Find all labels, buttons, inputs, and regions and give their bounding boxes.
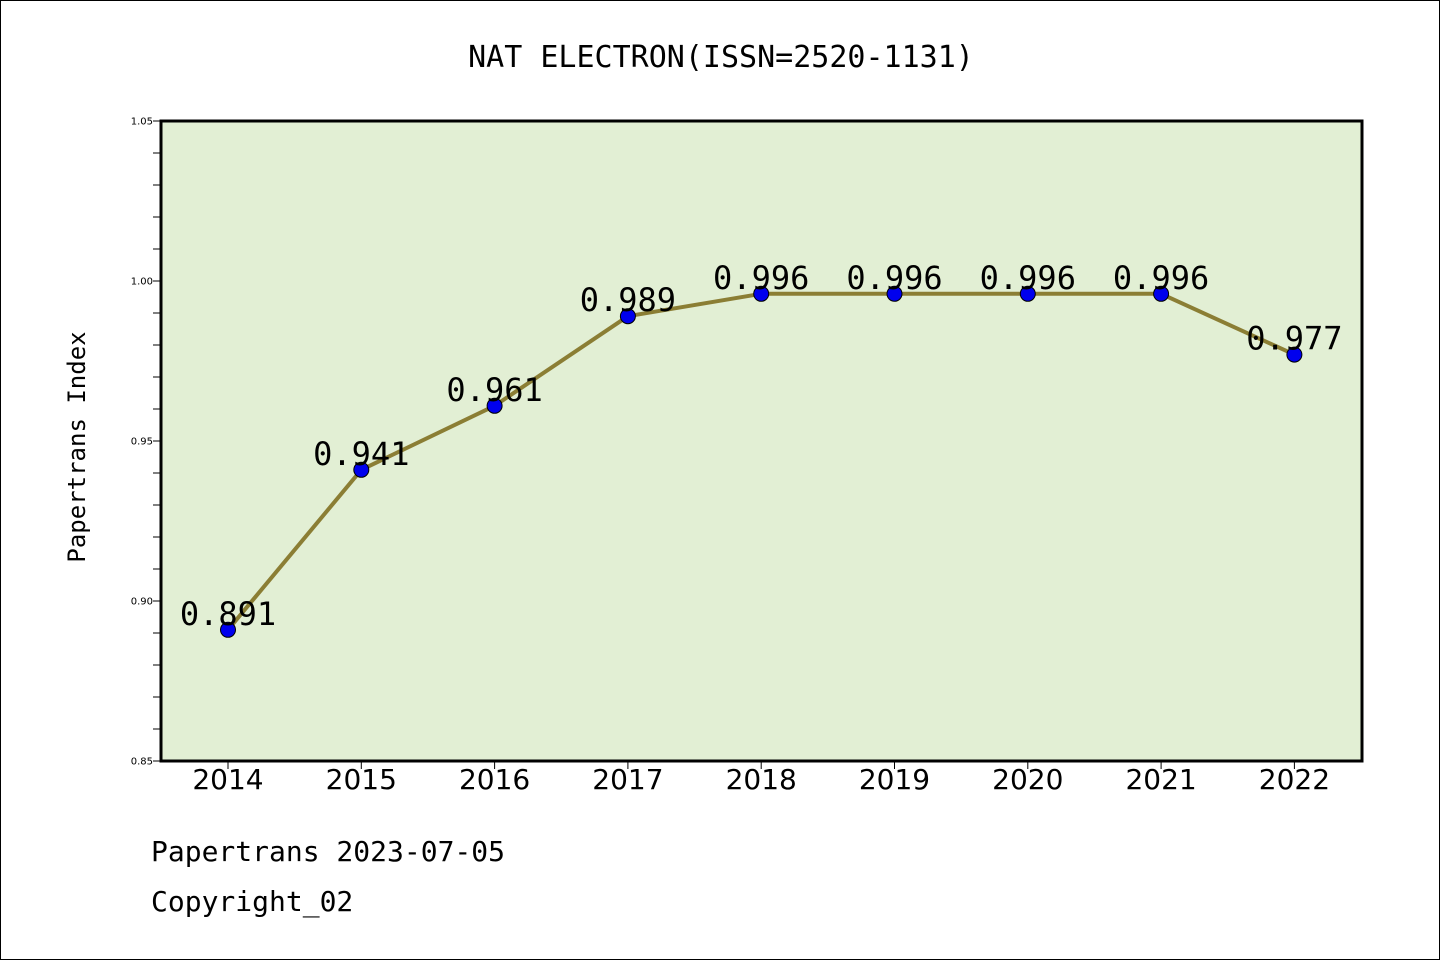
- x-tick-label: 2015: [326, 763, 397, 796]
- data-point: [486, 397, 503, 414]
- y-tick-label: 0.85: [131, 757, 153, 768]
- x-tick-label: 2019: [859, 763, 930, 796]
- data-label: 0.996: [1113, 259, 1209, 297]
- series-markers: [220, 285, 1303, 638]
- y-tick-label: 0.95: [131, 437, 153, 448]
- data-label: 0.996: [713, 259, 809, 297]
- data-label: 0.891: [180, 595, 276, 633]
- data-point: [886, 285, 903, 302]
- data-label: 0.996: [980, 259, 1076, 297]
- data-point: [220, 621, 236, 638]
- x-axis-ticks: 2014 2015 2016 2017 2018 2019 2020 2021 2022: [192, 761, 1330, 796]
- data-point: [1153, 285, 1170, 302]
- data-point: [1286, 346, 1303, 363]
- footer-date: Papertrans 2023-07-05: [151, 835, 506, 868]
- footer-copyright: Copyright_02: [151, 885, 354, 918]
- x-tick-label: 2022: [1259, 763, 1330, 796]
- data-point: [1019, 285, 1036, 302]
- data-point: [753, 285, 770, 302]
- data-label: 0.989: [580, 281, 676, 319]
- x-tick-label: 2021: [1125, 763, 1196, 796]
- y-axis-ticks: 0.85 0.90 0.95 1.00 1.05: [131, 117, 161, 768]
- data-point: [619, 308, 636, 325]
- y-tick-label: 1.00: [131, 277, 153, 288]
- data-label: 0.941: [313, 435, 409, 473]
- data-label: 0.961: [446, 371, 542, 409]
- x-tick-label: 2020: [992, 763, 1063, 796]
- y-tick-label: 0.90: [131, 597, 153, 608]
- y-axis-label: Papertrans Index: [63, 331, 91, 562]
- data-label: 0.996: [846, 259, 942, 297]
- data-label: 0.977: [1246, 320, 1342, 358]
- x-tick-label: 2017: [592, 763, 663, 796]
- y-tick-label: 1.05: [131, 117, 153, 128]
- x-tick-label: 2014: [192, 763, 263, 796]
- data-point: [353, 461, 370, 478]
- data-labels: 0.891 0.941 0.961 0.989 0.996 0.996 0.996 0.996…: [180, 259, 1343, 633]
- plot-area: [159, 119, 1364, 763]
- x-tick-label: 2016: [459, 763, 530, 796]
- x-tick-label: 2018: [726, 763, 797, 796]
- chart-title: NAT ELECTRON(ISSN=2520-1131): [468, 40, 974, 75]
